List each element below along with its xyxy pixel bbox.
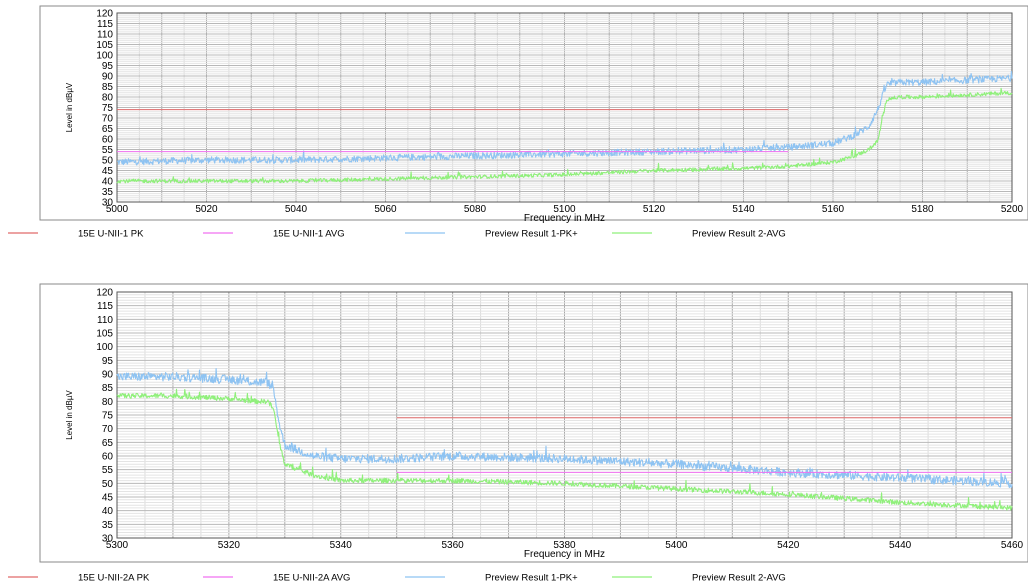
legend-label: Preview Result 1-PK+ bbox=[485, 573, 578, 584]
legend-label: 15E U-NII-2A AVG bbox=[273, 573, 350, 584]
x-tick-label: 5320 bbox=[218, 540, 241, 551]
y-tick-label: 85 bbox=[102, 383, 114, 394]
y-tick-label: 65 bbox=[102, 124, 114, 135]
y-tick-label: 110 bbox=[97, 30, 113, 41]
y-tick-label: 80 bbox=[102, 397, 114, 408]
y-tick-label: 115 bbox=[97, 19, 113, 30]
y-tick-label: 70 bbox=[102, 424, 114, 435]
x-tick-label: 5140 bbox=[732, 204, 755, 215]
x-tick-label: 5180 bbox=[911, 204, 934, 215]
x-tick-label: 5440 bbox=[889, 540, 912, 551]
y-tick-label: 90 bbox=[102, 72, 114, 83]
x-tick-label: 5020 bbox=[195, 204, 218, 215]
y-tick-label: 80 bbox=[102, 93, 114, 104]
y-tick-label: 35 bbox=[102, 187, 114, 198]
series-line-1 bbox=[116, 70, 1013, 166]
y-tick-label: 120 bbox=[96, 288, 113, 299]
x-tick-label: 5360 bbox=[442, 540, 465, 551]
y-tick-label: 50 bbox=[102, 479, 114, 490]
y-tick-label: 75 bbox=[102, 103, 114, 114]
legend-label: 15E U-NII-2A PK bbox=[78, 573, 150, 584]
series-line-2 bbox=[116, 388, 1013, 511]
series-line-2 bbox=[116, 87, 1013, 184]
plot-area bbox=[116, 12, 1013, 203]
legend-label: Preview Result 1-PK+ bbox=[485, 229, 578, 240]
y-tick-label: 105 bbox=[96, 40, 113, 51]
y-axis-label: Level in dBµV bbox=[65, 82, 74, 132]
x-tick-label: 5120 bbox=[643, 204, 666, 215]
x-tick-label: 5100 bbox=[553, 204, 576, 215]
plot-area bbox=[116, 291, 1013, 539]
y-tick-label: 60 bbox=[102, 135, 114, 146]
y-tick-label: 30 bbox=[102, 534, 114, 545]
x-axis-label: Frequency in MHz bbox=[524, 549, 605, 560]
chart-panel-2: 30 35 40 45 50 55 60 65 70 75 80 85 90 95 100 105 110 115… bbox=[8, 283, 1028, 584]
y-tick-label: 90 bbox=[102, 370, 114, 381]
y-tick-label: 65 bbox=[102, 438, 114, 449]
legend-label: 15E U-NII-1 PK bbox=[78, 229, 144, 240]
y-tick-label: 95 bbox=[102, 61, 114, 72]
x-tick-label: 5420 bbox=[777, 540, 800, 551]
y-tick-label: 55 bbox=[102, 145, 114, 156]
x-tick-label: 5460 bbox=[1001, 540, 1024, 551]
x-tick-label: 5040 bbox=[285, 204, 308, 215]
x-tick-label: 5380 bbox=[553, 540, 576, 551]
y-tick-label: 100 bbox=[96, 342, 113, 353]
y-tick-label: 75 bbox=[102, 411, 114, 422]
legend-label: 15E U-NII-1 AVG bbox=[273, 229, 345, 240]
chart-panel-1: 3035404550556065707580859095100105110115… bbox=[8, 5, 1028, 240]
y-tick-label: 50 bbox=[102, 156, 114, 167]
x-tick-label: 5060 bbox=[374, 204, 397, 215]
x-tick-label: 5080 bbox=[464, 204, 487, 215]
x-axis-label: Frequency in MHz bbox=[524, 213, 605, 224]
x-tick-label: 5160 bbox=[822, 204, 845, 215]
x-tick-label: 5400 bbox=[665, 540, 688, 551]
y-tick-label: 35 bbox=[102, 520, 114, 531]
y-tick-label: 40 bbox=[102, 177, 114, 188]
y-tick-label: 100 bbox=[96, 51, 113, 62]
y-tick-label: 30 bbox=[102, 198, 114, 209]
y-tick-label: 60 bbox=[102, 452, 114, 463]
y-axis-label: Level in dBµV bbox=[65, 390, 74, 440]
x-tick-label: 5300 bbox=[106, 540, 129, 551]
x-tick-label: 5340 bbox=[330, 540, 353, 551]
y-tick-label: 55 bbox=[102, 465, 114, 476]
y-tick-label: 105 bbox=[96, 329, 113, 340]
x-tick-label: 5000 bbox=[106, 204, 129, 215]
x-tick-label: 5200 bbox=[1001, 204, 1024, 215]
legend-label: Preview Result 2-AVG bbox=[692, 573, 786, 584]
y-tick-label: 95 bbox=[102, 356, 114, 367]
y-tick-label: 110 bbox=[97, 315, 113, 326]
y-tick-label: 45 bbox=[102, 166, 114, 177]
y-tick-label: 70 bbox=[102, 114, 114, 125]
legend-label: Preview Result 2-AVG bbox=[692, 229, 786, 240]
y-tick-label: 115 bbox=[97, 301, 113, 312]
y-tick-label: 45 bbox=[102, 493, 114, 504]
y-tick-label: 40 bbox=[102, 506, 114, 517]
chart-frame bbox=[39, 5, 1028, 221]
y-tick-label: 85 bbox=[102, 82, 114, 93]
y-tick-label: 120 bbox=[96, 9, 113, 20]
series-line-1 bbox=[116, 367, 1013, 489]
